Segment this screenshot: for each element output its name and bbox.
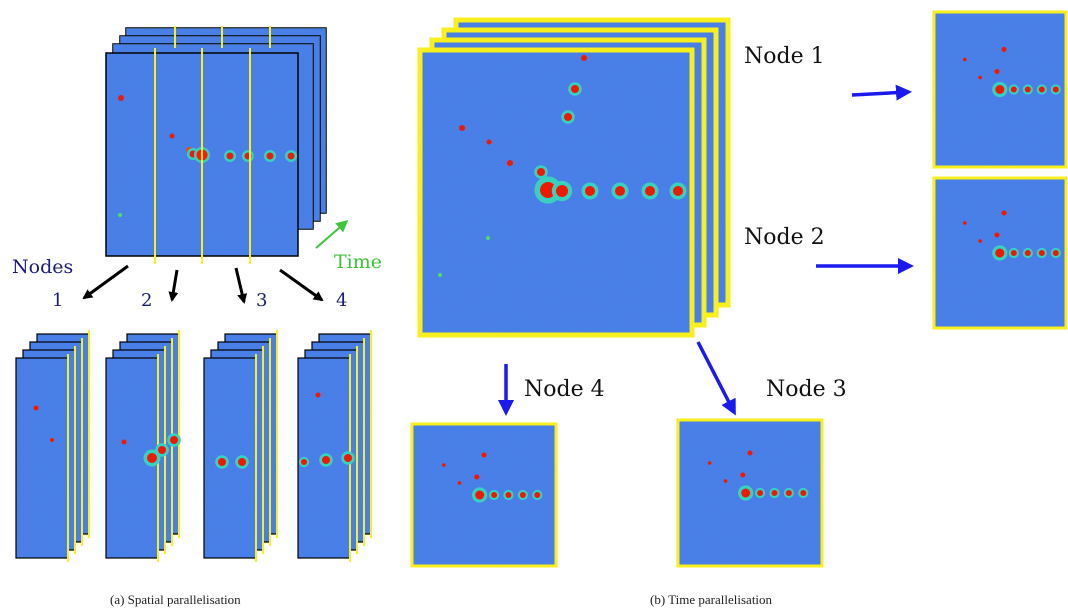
node-number-2: 2 (141, 290, 152, 311)
output-frame-node-1 (932, 10, 1068, 169)
arrow-to-node-1 (82, 264, 129, 300)
strip-stack-node-3 (203, 330, 278, 562)
time-label: Time (334, 251, 382, 273)
caption-a: (a) Spatial parallelisation (110, 592, 241, 607)
strip-frame-0 (15, 357, 69, 559)
output-frame-node-4 (410, 422, 558, 568)
arrow-to-node-1 (851, 84, 912, 101)
time-output-frames (410, 10, 1068, 568)
particle-track (707, 450, 809, 501)
output-frame-node-3 (676, 418, 824, 568)
particle-track (963, 210, 1061, 261)
strip-particles (298, 392, 355, 468)
node-1-label: Node 1 (744, 44, 825, 69)
node-3-label: Node 3 (766, 377, 847, 402)
strip-stack-node-4 (297, 330, 372, 562)
nodes-label: Nodes (12, 256, 73, 278)
strip-frame-0 (203, 357, 257, 559)
strip-particles (33, 405, 54, 442)
spatial-strip-stacks (15, 330, 372, 562)
caption-b: (b) Time parallelisation (650, 592, 773, 607)
strip-particles (121, 433, 181, 467)
node-number-1: 1 (52, 290, 63, 311)
time-arrows (498, 84, 914, 416)
strip-stack-node-2 (105, 330, 181, 562)
strip-stack-node-1 (15, 330, 90, 562)
node-number-3: 3 (256, 290, 267, 311)
node-number-4: 4 (336, 290, 347, 311)
particle-track (438, 55, 687, 277)
arrow-to-node-4 (279, 268, 324, 302)
stack-frame-front (417, 47, 695, 338)
node-2-label: Node 2 (744, 225, 825, 250)
output-frame-node-2 (932, 176, 1068, 330)
time-full-stack (417, 17, 731, 338)
spatial-full-stack (105, 26, 327, 264)
time-arrow (315, 220, 349, 249)
arrow-to-node-3 (234, 267, 248, 304)
node-4-label: Node 4 (524, 377, 605, 402)
particle-track (441, 452, 543, 503)
strip-particles (215, 455, 249, 469)
arrow-to-node-3 (696, 341, 736, 416)
spatial-arrows (82, 264, 324, 304)
arrow-to-node-2 (168, 269, 179, 302)
particle-track (963, 47, 1061, 98)
spatial-split-lines (154, 26, 271, 264)
